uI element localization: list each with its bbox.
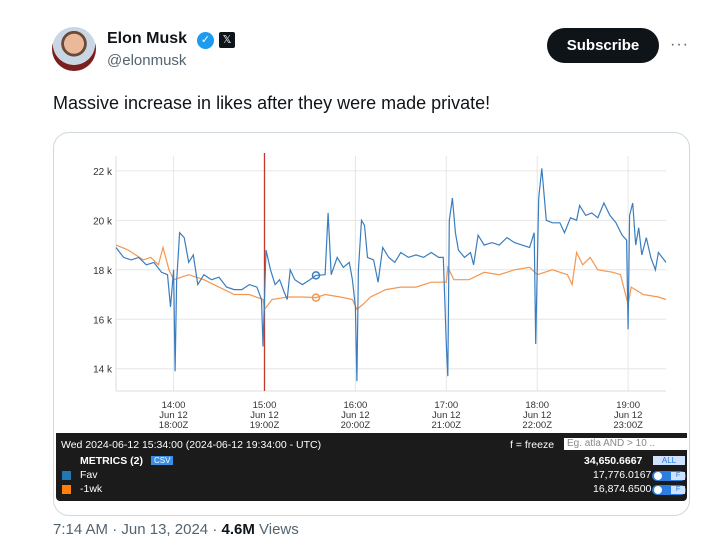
separator: ·: [112, 521, 118, 538]
x-logo-icon[interactable]: 𝕏: [219, 32, 235, 48]
metrics-label: METRICS (2): [80, 455, 143, 467]
y-tick-label: 20 k: [93, 216, 113, 227]
verified-badge-icon[interactable]: ✓: [197, 32, 214, 49]
csv-button[interactable]: CSV: [151, 456, 174, 465]
x-tick-label: 16:00: [344, 400, 368, 411]
view-count: 4.6M: [221, 521, 255, 538]
chart-legend-panel: Wed 2024-06-12 15:34:00 (2024-06-12 19:3…: [56, 433, 687, 501]
y-tick-label: 22 k: [93, 167, 113, 178]
author-handle[interactable]: @elonmusk: [107, 52, 187, 69]
x-tick-label: 18:00Z: [159, 420, 189, 431]
tweet-text: Massive increase in likes after they wer…: [53, 93, 491, 113]
metrics-total: 34,650.6667: [584, 455, 643, 467]
x-tick-label: Jun 12: [341, 410, 370, 421]
series-line-fav: [115, 168, 667, 382]
x-tick-label: 23:00Z: [613, 420, 643, 431]
x-tick-label: 19:00: [616, 400, 640, 411]
tweet-meta: 7:14 AM · Jun 13, 2024 · 4.6M Views: [53, 521, 299, 538]
attached-image[interactable]: 22 k 20 k 18 k 16 k 14 k 14:00 Jun 12 18:00Z 15:…: [53, 132, 690, 516]
fav-freeze-label: F: [671, 472, 685, 480]
fav-swatch: [62, 471, 71, 480]
x-tick-label: Jun 12: [614, 410, 643, 421]
author-name[interactable]: Elon Musk: [107, 30, 188, 47]
x-tick-label: Jun 12: [432, 410, 461, 421]
1wk-toggle[interactable]: F: [652, 485, 686, 495]
x-tick-label: 17:00: [434, 400, 458, 411]
y-tick-label: 14 k: [93, 365, 113, 376]
series-value-fav: 17,776.0167: [593, 469, 652, 481]
series-value-1wk: 16,874.6500: [593, 483, 652, 495]
legend-timestamp: Wed 2024-06-12 15:34:00 (2024-06-12 19:3…: [61, 439, 322, 451]
x-tick-label: 15:00: [253, 400, 277, 411]
all-button[interactable]: ALL: [653, 456, 685, 465]
1wk-swatch: [62, 485, 71, 494]
avatar[interactable]: [52, 27, 96, 71]
x-tick-label: Jun 12: [523, 410, 552, 421]
1wk-freeze-label: F: [671, 486, 685, 494]
fav-toggle[interactable]: F: [652, 471, 686, 481]
tweet-time[interactable]: 7:14 AM: [53, 521, 109, 538]
filter-input[interactable]: Eg. atla AND > 10 ..: [564, 438, 687, 450]
series-name-fav: Fav: [80, 469, 98, 481]
separator: ·: [212, 521, 218, 538]
x-tick-label: 19:00Z: [250, 420, 280, 431]
hover-point: [311, 271, 321, 280]
tweet-date[interactable]: Jun 13, 2024: [121, 521, 209, 538]
subscribe-button[interactable]: Subscribe: [547, 28, 659, 63]
more-options-icon[interactable]: ···: [670, 36, 689, 53]
x-tick-label: 18:00: [525, 400, 549, 411]
y-tick-label: 18 k: [93, 266, 113, 277]
x-tick-label: 21:00Z: [432, 420, 462, 431]
freeze-hint: f = freeze: [510, 439, 555, 451]
x-tick-label: Jun 12: [159, 410, 188, 421]
y-tick-label: 16 k: [93, 315, 113, 326]
x-tick-label: 14:00: [162, 400, 186, 411]
x-tick-label: 22:00Z: [522, 420, 552, 431]
series-name-1wk: -1wk: [80, 483, 103, 495]
hover-point: [311, 293, 321, 302]
x-tick-label: 20:00Z: [341, 420, 371, 431]
plot-area: [116, 156, 666, 391]
views-label: Views: [259, 521, 299, 538]
x-tick-label: Jun 12: [250, 410, 279, 421]
